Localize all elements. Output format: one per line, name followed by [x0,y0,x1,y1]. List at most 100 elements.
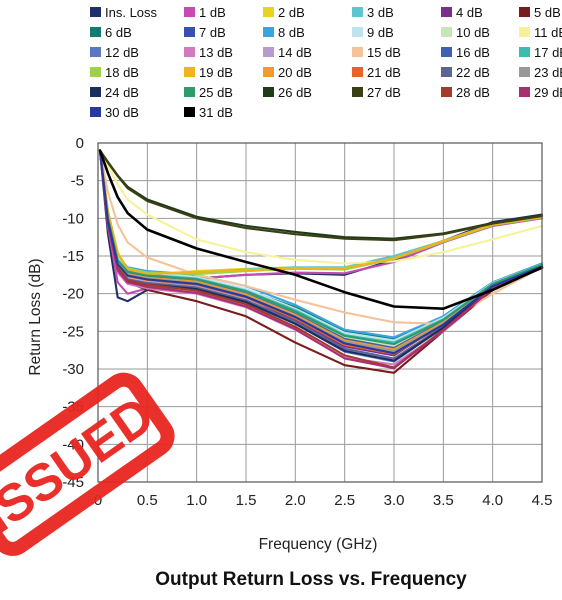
chart-title: Output Return Loss vs. Frequency [155,569,467,590]
legend-label: 23 dB [534,65,562,80]
x-tick-label: 3.5 [433,492,454,509]
legend-label: 10 dB [456,25,490,40]
x-tick-label: 2.0 [285,492,306,509]
x-tick-label: 4.0 [482,492,503,509]
y-tick-label: -45 [62,474,84,491]
legend-swatch [90,67,101,77]
legend-swatch [90,7,101,17]
legend-label: 2 dB [278,5,305,20]
plot-background [98,143,542,482]
issued-stamp: ISSUED [0,372,175,556]
legend-label: 7 dB [199,25,226,40]
legend-swatch [519,47,530,57]
legend-label: 31 dB [199,105,233,120]
x-tick-label: 0.5 [137,492,158,509]
legend-swatch [519,67,530,77]
legend-swatch [519,27,530,37]
legend-label: 15 dB [367,45,401,60]
legend-label: 25 dB [199,85,233,100]
x-tick-label: 4.5 [532,492,553,509]
legend-label: 16 dB [456,45,490,60]
y-tick-label: -40 [62,436,84,453]
legend-label: 8 dB [278,25,305,40]
legend-swatch [263,67,274,77]
legend-label: 3 dB [367,5,394,20]
y-tick-label: -10 [62,210,84,227]
legend-swatch [263,87,274,97]
legend-swatch [90,27,101,37]
series-line-29 [98,149,544,370]
legend-label: 6 dB [105,25,132,40]
series-group [98,149,544,374]
y-tick-label: -30 [62,361,84,378]
x-axis-title: Frequency (GHz) [259,536,378,553]
legend-swatch [184,7,195,17]
legend-swatch [519,87,530,97]
legend-swatch [352,47,363,57]
legend-label: 9 dB [367,25,394,40]
legend-swatch [441,87,452,97]
series-line-27 [98,149,544,242]
x-tick-label: 1.5 [236,492,257,509]
series-line-19 [98,149,544,276]
series-line-30 [98,149,544,355]
stamp-border [0,372,175,556]
legend-swatch [184,87,195,97]
legend-label: 12 dB [105,45,139,60]
legend-swatch [519,7,530,17]
legend-swatch [352,27,363,37]
legend-label: 24 dB [105,85,139,100]
legend-label: 17 dB [534,45,562,60]
plot-frame [97,142,543,483]
legend-swatch [184,107,195,117]
axes [97,142,543,483]
legend-swatch [90,87,101,97]
legend-swatch [441,27,452,37]
legend-label: 30 dB [105,105,139,120]
legend-swatch [263,7,274,17]
y-tick-label: 0 [76,135,84,152]
y-tick-label: -20 [62,286,84,303]
series-line-11 [98,149,544,265]
legend-swatch [90,107,101,117]
plot-area [98,143,542,482]
legend-label: 19 dB [199,65,233,80]
legend-label: 26 dB [278,85,312,100]
legend-label: 4 dB [456,5,483,20]
legend-label: 13 dB [199,45,233,60]
legend-label: Ins. Loss [105,5,158,20]
legend-label: 22 dB [456,65,490,80]
y-tick-label: -25 [62,323,84,340]
legend-swatch [90,47,101,57]
legend-swatch [352,87,363,97]
legend-swatch [441,7,452,17]
y-axis-title: Return Loss (dB) [27,258,44,375]
legend-label: 14 dB [278,45,312,60]
legend-label: 28 dB [456,85,490,100]
y-tick-label: -15 [62,248,84,265]
legend-label: 27 dB [367,85,401,100]
legend-label: 1 dB [199,5,226,20]
legend-swatch [184,27,195,37]
legend-swatch [352,7,363,17]
x-tick-label: 2.5 [334,492,355,509]
legend-swatch [184,47,195,57]
legend-swatch [263,27,274,37]
x-tick-label: 3.0 [384,492,405,509]
legend-label: 20 dB [278,65,312,80]
legend-label: 11 dB [534,25,562,40]
legend-label: 21 dB [367,65,401,80]
x-tick-label: 1.0 [186,492,207,509]
series-line-31 [98,149,544,310]
legend-swatch [263,47,274,57]
y-tick-label: -5 [71,173,84,190]
legend-label: 18 dB [105,65,139,80]
legend-swatch [441,67,452,77]
legend-swatch [441,47,452,57]
legend-label: 5 dB [534,5,561,20]
legend-swatch [352,67,363,77]
legend: Ins. Loss 1 dB 2 dB 3 dB 4 dB 5 dB 6 dB 7 dB 8 d… [90,5,562,120]
legend-swatch [184,67,195,77]
legend-label: 29 dB [534,85,562,100]
